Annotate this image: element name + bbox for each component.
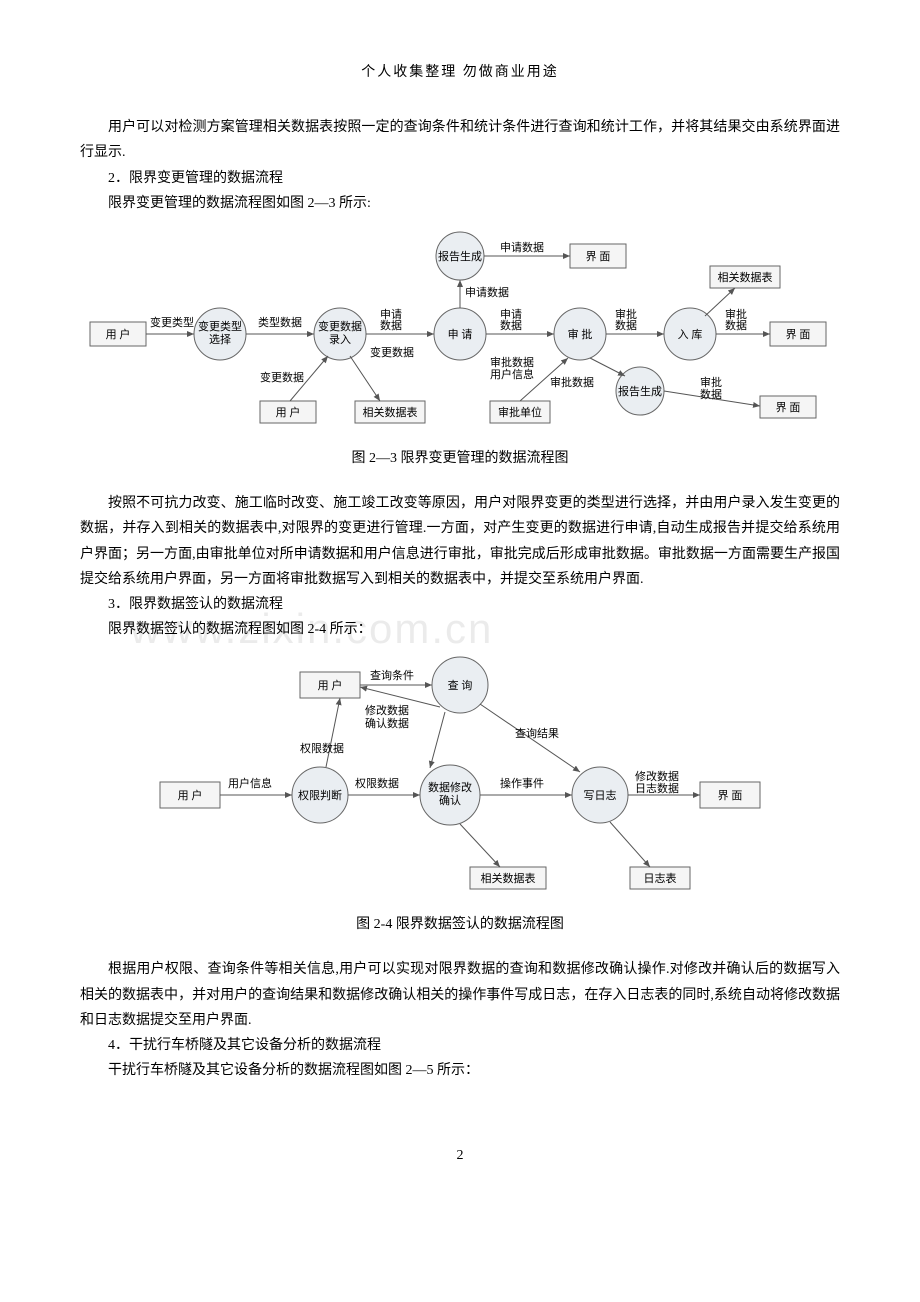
svg-text:相关数据表: 相关数据表: [481, 871, 536, 885]
diagram-1-wrap: 报告生成 界 面 相关数据表 用 户 变更类型 选择 变更数据 录入 申 请 审…: [80, 226, 840, 436]
svg-text:界 面: 界 面: [718, 789, 743, 802]
paragraph-9: 干扰行车桥隧及其它设备分析的数据流程图如图 2—5 所示：: [80, 1058, 840, 1083]
svg-text:数据: 数据: [380, 318, 402, 332]
diagram-2: 用 户 查 询 用 户 权限判断 数据修改 确认 写日志 界 面 相关数据表 日…: [140, 652, 780, 902]
svg-text:审批数据: 审批数据: [490, 355, 534, 369]
page-number: 2: [80, 1143, 840, 1168]
paragraph-1: 用户可以对检测方案管理相关数据表按照一定的查询条件和统计条件进行查询和统计工作，…: [80, 115, 840, 165]
svg-text:报告生成: 报告生成: [618, 384, 662, 398]
diagram-2-wrap: 用 户 查 询 用 户 权限判断 数据修改 确认 写日志 界 面 相关数据表 日…: [140, 652, 780, 902]
svg-text:类型数据: 类型数据: [258, 315, 302, 329]
svg-text:操作事件: 操作事件: [500, 776, 544, 790]
svg-text:用 户: 用 户: [318, 678, 343, 692]
svg-text:申请数据: 申请数据: [500, 240, 544, 254]
svg-text:用 户: 用 户: [106, 327, 131, 341]
svg-text:审批: 审批: [700, 375, 722, 389]
svg-text:数据: 数据: [500, 318, 522, 332]
svg-text:审批: 审批: [725, 307, 747, 321]
svg-text:查询条件: 查询条件: [370, 668, 414, 682]
section-3-title: 3．限界数据签认的数据流程: [80, 592, 840, 617]
svg-text:报告生成: 报告生成: [438, 249, 482, 263]
svg-text:权限数据: 权限数据: [355, 776, 399, 790]
svg-text:确认数据: 确认数据: [365, 716, 409, 730]
svg-text:数据: 数据: [700, 387, 722, 401]
svg-text:用户信息: 用户信息: [228, 776, 272, 790]
svg-text:变更数据: 变更数据: [260, 370, 304, 384]
svg-text:权限数据: 权限数据: [300, 741, 344, 755]
svg-text:申 请: 申 请: [448, 328, 473, 341]
svg-text:申请数据: 申请数据: [465, 285, 509, 299]
svg-text:变更类型: 变更类型: [150, 315, 194, 329]
svg-text:查询结果: 查询结果: [515, 726, 559, 740]
section-4-title: 4．干扰行车桥隧及其它设备分析的数据流程: [80, 1033, 840, 1058]
svg-text:用户信息: 用户信息: [490, 367, 534, 381]
caption-2: 图 2-4 限界数据签认的数据流程图: [80, 912, 840, 937]
svg-text:变更类型: 变更类型: [198, 319, 242, 333]
svg-text:审批: 审批: [615, 307, 637, 321]
svg-text:日志表: 日志表: [644, 871, 677, 885]
svg-text:选择: 选择: [209, 332, 231, 346]
svg-text:界 面: 界 面: [776, 401, 801, 414]
svg-text:入 库: 入 库: [678, 328, 703, 341]
svg-text:相关数据表: 相关数据表: [718, 270, 773, 284]
paragraph-3: 限界变更管理的数据流程图如图 2—3 所示:: [80, 191, 840, 216]
svg-text:写日志: 写日志: [584, 789, 617, 802]
svg-text:界 面: 界 面: [786, 328, 811, 341]
diagram-1: 报告生成 界 面 相关数据表 用 户 变更类型 选择 变更数据 录入 申 请 审…: [80, 226, 840, 436]
svg-text:修改数据: 修改数据: [635, 769, 679, 783]
svg-text:变更数据: 变更数据: [318, 319, 362, 333]
svg-text:录入: 录入: [329, 333, 351, 346]
svg-text:修改数据: 修改数据: [365, 703, 409, 717]
paragraph-6: 限界数据签认的数据流程图如图 2-4 所示：: [80, 617, 840, 642]
svg-text:确认: 确认: [439, 794, 461, 807]
svg-text:审 批: 审 批: [568, 327, 593, 341]
paragraph-4: 按照不可抗力改变、施工临时改变、施工竣工改变等原因，用户对限界变更的类型进行选择…: [80, 491, 840, 592]
page-header: 个人收集整理 勿做商业用途: [80, 60, 840, 85]
svg-text:权限判断: 权限判断: [298, 788, 342, 802]
svg-text:审批单位: 审批单位: [498, 405, 542, 419]
svg-text:数据: 数据: [725, 318, 747, 332]
svg-text:日志数据: 日志数据: [635, 781, 679, 795]
svg-text:审批数据: 审批数据: [550, 375, 594, 389]
svg-text:数据修改: 数据修改: [428, 780, 472, 794]
svg-text:查 询: 查 询: [448, 678, 473, 692]
svg-text:数据: 数据: [615, 318, 637, 332]
section-2-title: 2．限界变更管理的数据流程: [80, 166, 840, 191]
svg-text:用 户: 用 户: [276, 405, 301, 419]
caption-1: 图 2—3 限界变更管理的数据流程图: [80, 446, 840, 471]
svg-text:用 户: 用 户: [178, 788, 203, 802]
svg-text:变更数据: 变更数据: [370, 345, 414, 359]
svg-text:界 面: 界 面: [586, 250, 611, 263]
svg-text:相关数据表: 相关数据表: [363, 405, 418, 419]
paragraph-7: 根据用户权限、查询条件等相关信息,用户可以实现对限界数据的查询和数据修改确认操作…: [80, 957, 840, 1033]
